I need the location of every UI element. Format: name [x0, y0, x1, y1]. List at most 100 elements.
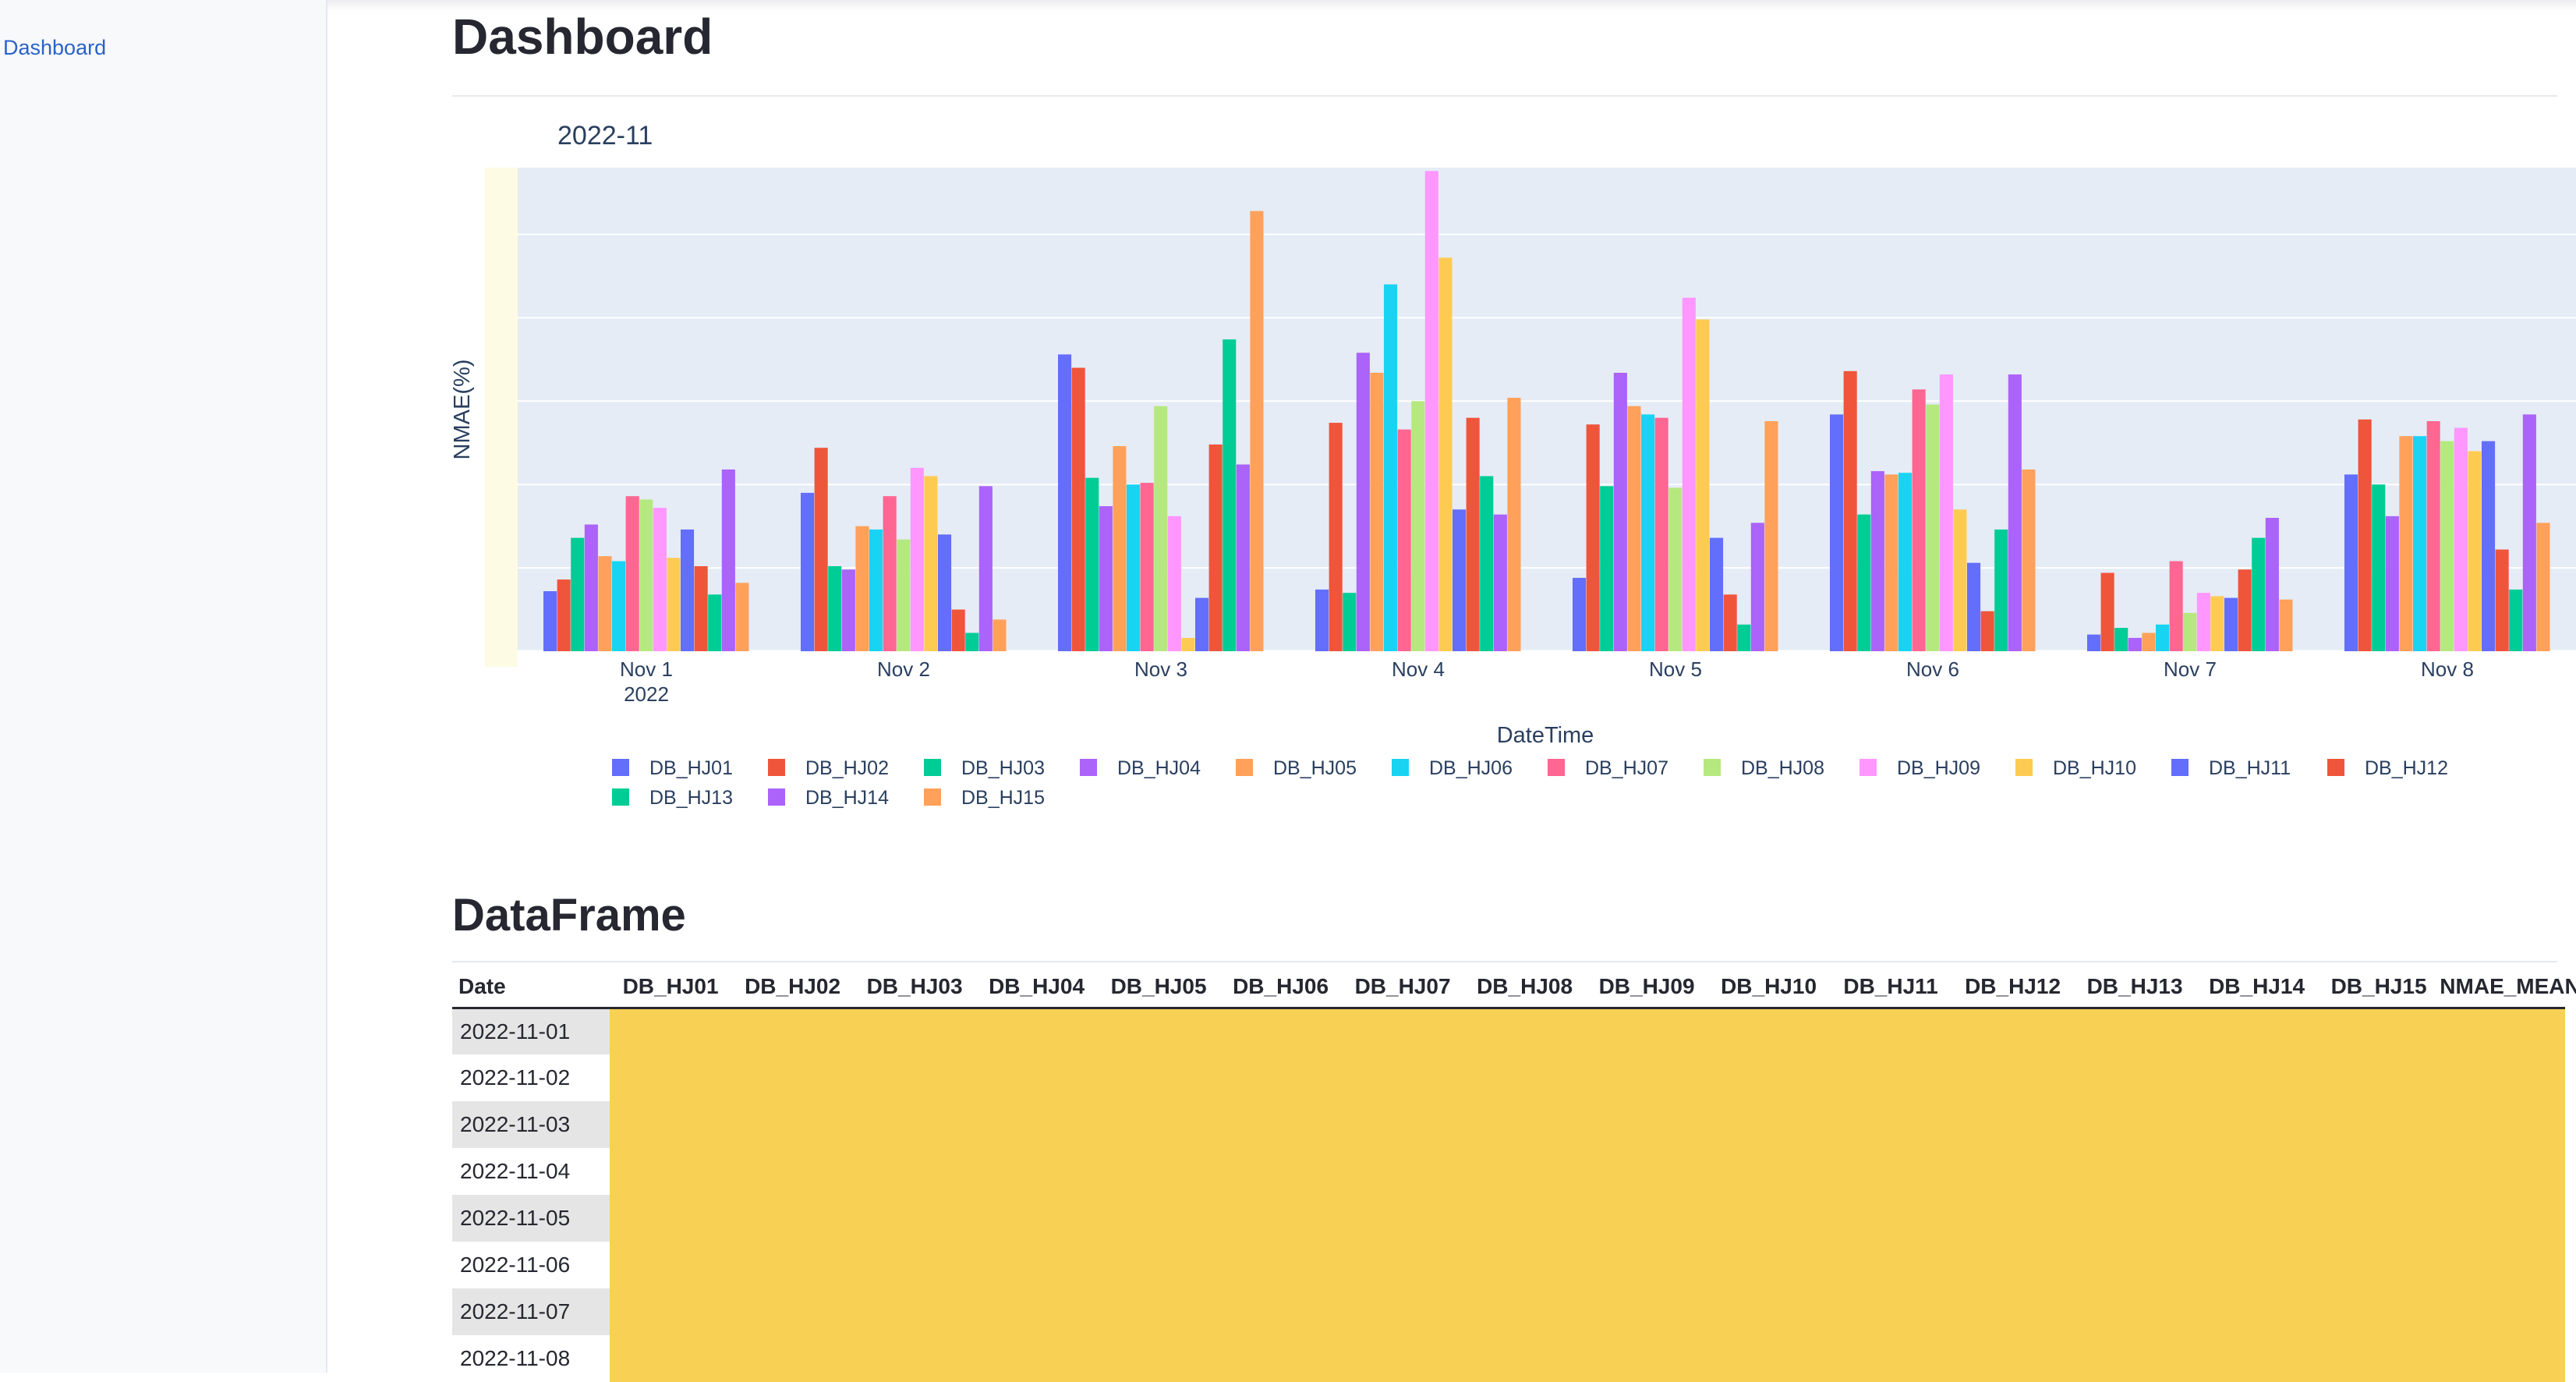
value-cell[interactable] [2317, 1242, 2440, 1288]
value-cell[interactable] [1097, 1008, 1220, 1054]
column-header-db-hj13[interactable]: DB_HJ13 [2073, 967, 2196, 1009]
legend-item-db_hj05[interactable]: DB_HJ05 [1236, 757, 1357, 779]
value-cell[interactable] [2196, 1242, 2318, 1288]
bar-db_hj02-5[interactable] [1843, 370, 1857, 651]
bar-db_hj12-2[interactable] [1208, 444, 1223, 651]
value-cell[interactable] [609, 1148, 732, 1195]
bar-db_hj08-1[interactable] [897, 539, 911, 651]
column-header-db-hj11[interactable]: DB_HJ11 [1829, 967, 1952, 1009]
bar-db_hj04-1[interactable] [841, 569, 855, 651]
value-cell[interactable] [1707, 1148, 1830, 1195]
value-cell[interactable] [975, 1008, 1098, 1054]
value-cell[interactable] [1951, 1288, 2074, 1335]
value-cell[interactable] [975, 1195, 1098, 1242]
bar-db_hj11-7[interactable] [2482, 441, 2496, 651]
value-cell[interactable] [2073, 1195, 2196, 1242]
bar-db_hj15-4[interactable] [1764, 420, 1778, 651]
bar-db_hj09-4[interactable] [1682, 297, 1696, 651]
bar-db_hj13-6[interactable] [2252, 537, 2266, 651]
bar-db_hj01-4[interactable] [1573, 577, 1587, 651]
value-cell[interactable] [609, 1008, 732, 1054]
bar-db_hj02-1[interactable] [814, 448, 828, 651]
value-cell[interactable] [1829, 1195, 1952, 1242]
bar-db_hj03-4[interactable] [1600, 486, 1614, 651]
legend-item-db_hj15[interactable]: DB_HJ15 [924, 787, 1045, 809]
value-cell[interactable] [975, 1242, 1098, 1288]
bar-db_hj11-2[interactable] [1195, 597, 1209, 651]
value-cell[interactable] [731, 1288, 854, 1335]
value-cell[interactable] [975, 1148, 1098, 1195]
value-cell[interactable] [1707, 1242, 1830, 1288]
value-cell[interactable] [1097, 1335, 1220, 1382]
column-header-db-hj04[interactable]: DB_HJ04 [975, 967, 1098, 1009]
value-cell[interactable] [2317, 1148, 2440, 1195]
column-header-db-hj06[interactable]: DB_HJ06 [1219, 967, 1342, 1009]
legend-item-db_hj10[interactable]: DB_HJ10 [2015, 757, 2136, 779]
sidebar-item-dashboard[interactable]: Dashboard [3, 36, 107, 59]
value-cell[interactable] [1585, 1335, 1708, 1382]
date-cell[interactable]: 2022-11-06 [452, 1242, 610, 1288]
value-cell[interactable] [2317, 1101, 2440, 1148]
bar-db_hj10-6[interactable] [2210, 596, 2224, 651]
value-cell[interactable] [1585, 1242, 1708, 1288]
bar-db_hj07-6[interactable] [2169, 561, 2183, 651]
dataframe-table[interactable]: Date DB_HJ01 DB_HJ02 DB_HJ03 DB_HJ04 DB_HJ05 D… [452, 967, 2576, 1382]
value-cell[interactable] [1341, 1335, 1464, 1382]
bar-db_hj12-4[interactable] [1723, 594, 1737, 651]
legend-item-db_hj14[interactable]: DB_HJ14 [768, 787, 889, 809]
value-cell[interactable] [1829, 1148, 1952, 1195]
bar-db_hj04-0[interactable] [584, 524, 598, 651]
bar-db_hj11-6[interactable] [2224, 597, 2238, 651]
value-cell[interactable] [1707, 1008, 1830, 1054]
value-cell[interactable] [1829, 1008, 1952, 1054]
bar-db_hj10-3[interactable] [1438, 257, 1453, 651]
bar-db_hj02-4[interactable] [1586, 424, 1600, 651]
value-cell[interactable] [1341, 1288, 1464, 1335]
value-cell[interactable] [2317, 1335, 2440, 1382]
bar-db_hj10-2[interactable] [1181, 637, 1195, 651]
value-cell[interactable] [2196, 1335, 2318, 1382]
value-cell[interactable] [2073, 1242, 2196, 1288]
column-header-db-hj08[interactable]: DB_HJ08 [1463, 967, 1586, 1009]
legend-item-db_hj04[interactable]: DB_HJ04 [1080, 757, 1201, 779]
bar-db_hj10-5[interactable] [1953, 509, 1967, 651]
value-cell[interactable] [2073, 1335, 2196, 1382]
value-cell[interactable] [1951, 1148, 2074, 1195]
bar-db_hj11-5[interactable] [1967, 562, 1981, 651]
bar-db_hj08-7[interactable] [2440, 441, 2454, 651]
value-cell[interactable] [853, 1335, 976, 1382]
bar-db_hj05-7[interactable] [2399, 436, 2413, 651]
value-cell[interactable] [975, 1101, 1098, 1148]
bar-db_hj15-3[interactable] [1507, 398, 1521, 651]
value-cell[interactable] [1585, 1101, 1708, 1148]
date-cell[interactable]: 2022-11-07 [452, 1288, 610, 1335]
bar-db_hj07-0[interactable] [625, 496, 639, 651]
value-cell[interactable] [1463, 1288, 1586, 1335]
value-cell[interactable] [2073, 1288, 2196, 1335]
value-cell[interactable] [1097, 1288, 1220, 1335]
bar-db_hj04-4[interactable] [1613, 372, 1627, 651]
value-cell[interactable] [853, 1148, 976, 1195]
value-cell[interactable] [1219, 1148, 1342, 1195]
value-cell[interactable] [1951, 1054, 2074, 1101]
bar-db_hj06-4[interactable] [1641, 414, 1655, 651]
value-cell[interactable] [609, 1288, 732, 1335]
date-cell[interactable]: 2022-11-03 [452, 1101, 610, 1148]
bar-db_hj02-6[interactable] [2100, 572, 2114, 651]
value-cell[interactable] [1585, 1195, 1708, 1242]
value-cell[interactable] [1341, 1195, 1464, 1242]
bar-db_hj01-0[interactable] [543, 591, 557, 651]
column-header-db-hj01[interactable]: DB_HJ01 [609, 967, 732, 1009]
value-cell[interactable] [2440, 1101, 2565, 1148]
value-cell[interactable] [1341, 1054, 1464, 1101]
bar-db_hj06-0[interactable] [612, 561, 626, 651]
value-cell[interactable] [609, 1054, 732, 1101]
bar-db_hj13-0[interactable] [708, 594, 722, 651]
legend-item-db_hj09[interactable]: DB_HJ09 [1859, 757, 1980, 779]
bar-db_hj14-1[interactable] [978, 486, 993, 651]
value-cell[interactable] [731, 1148, 854, 1195]
bar-db_hj02-7[interactable] [2358, 419, 2372, 651]
value-cell[interactable] [609, 1242, 732, 1288]
column-header-db-hj14[interactable]: DB_HJ14 [2196, 967, 2318, 1009]
value-cell[interactable] [1463, 1008, 1586, 1054]
